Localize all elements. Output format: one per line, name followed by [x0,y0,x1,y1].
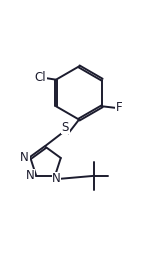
Text: N: N [52,172,61,185]
Text: N: N [26,169,35,182]
Text: F: F [116,101,122,114]
Text: S: S [62,121,69,134]
Text: Cl: Cl [35,71,46,84]
Text: N: N [20,152,29,165]
